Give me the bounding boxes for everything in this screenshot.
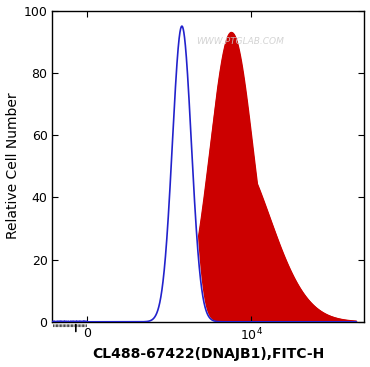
Y-axis label: Relative Cell Number: Relative Cell Number <box>6 93 20 240</box>
Text: WWW.PTGLAB.COM: WWW.PTGLAB.COM <box>196 37 283 46</box>
X-axis label: CL488-67422(DNAJB1),FITC-H: CL488-67422(DNAJB1),FITC-H <box>92 348 324 361</box>
